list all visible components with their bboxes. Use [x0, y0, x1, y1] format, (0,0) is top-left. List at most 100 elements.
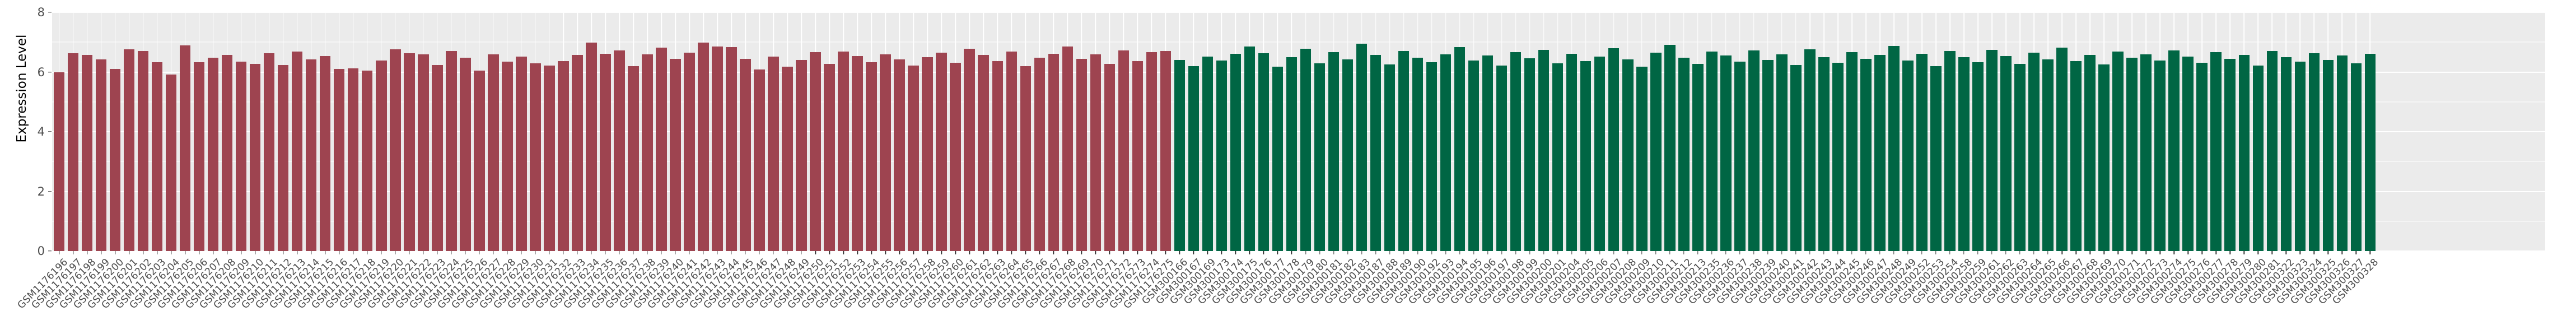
bar	[2350, 63, 2362, 251]
x-tick-mark	[1277, 251, 1278, 254]
bar	[1538, 50, 1550, 251]
x-tick-mark	[1137, 251, 1138, 254]
x-tick-mark	[1459, 251, 1460, 254]
bar	[488, 54, 499, 251]
x-tick-mark	[1025, 251, 1026, 254]
bar	[2266, 51, 2278, 251]
bar	[390, 49, 401, 251]
bar	[446, 50, 457, 251]
bar	[992, 61, 1003, 251]
x-tick-mark	[1683, 251, 1684, 254]
y-tick-label: 2	[37, 184, 45, 198]
bar	[1944, 51, 1956, 251]
y-tick-label: 6	[37, 65, 45, 79]
bar	[1762, 59, 1774, 251]
bar	[516, 56, 527, 251]
x-tick-mark	[1865, 251, 1866, 254]
bar	[109, 69, 121, 251]
bar	[1748, 50, 1760, 251]
bar	[614, 50, 625, 251]
x-tick-mark	[1851, 251, 1852, 254]
x-tick-mark	[2019, 251, 2020, 254]
bar	[1020, 66, 1032, 251]
x-tick-mark	[1557, 251, 1558, 254]
x-tick-mark	[1711, 251, 1712, 254]
bar	[1860, 58, 1872, 251]
bar	[2084, 55, 2096, 251]
x-tick-mark	[955, 251, 956, 254]
bar	[2182, 56, 2194, 251]
y-axis-tick-labels: 0 2 4 6 8	[26, 0, 45, 325]
bar	[1286, 57, 1298, 251]
bar	[1090, 54, 1102, 251]
bar	[1902, 61, 1914, 251]
x-tick-mark	[1543, 251, 1544, 254]
x-tick-mark	[1389, 251, 1390, 254]
bar	[1650, 53, 1662, 251]
bar	[1972, 62, 1984, 251]
bar	[151, 62, 163, 251]
x-tick-mark	[1221, 251, 1222, 254]
bar	[1384, 64, 1396, 251]
bar	[922, 57, 933, 251]
bar	[1510, 52, 1522, 251]
x-tick-mark	[1151, 251, 1152, 254]
bar	[123, 49, 135, 251]
bar	[2042, 59, 2054, 251]
x-tick-mark	[997, 251, 998, 254]
x-tick-mark	[1879, 251, 1880, 254]
x-tick-mark	[983, 251, 984, 254]
bar	[1370, 54, 1382, 251]
bar	[1398, 50, 1410, 251]
bar	[698, 43, 709, 251]
x-tick-mark	[1319, 251, 1320, 254]
x-tick-mark	[1935, 251, 1936, 254]
bar	[1258, 53, 1270, 251]
bar	[319, 56, 331, 251]
bar	[1776, 54, 1788, 251]
bar	[2014, 63, 2026, 251]
bar	[740, 59, 751, 251]
x-tick-mark	[1361, 251, 1362, 254]
bar	[376, 60, 387, 251]
x-tick-mark	[2061, 251, 2062, 254]
x-tick-mark	[2075, 251, 2076, 254]
gridline-horizontal-minor	[52, 161, 2545, 162]
bar	[726, 47, 737, 251]
y-tick-label: 4	[37, 125, 45, 138]
x-tick-mark	[1725, 251, 1726, 254]
bar	[1608, 48, 1620, 251]
bar	[1986, 49, 1998, 251]
bar	[1916, 53, 1928, 251]
bar	[768, 57, 779, 251]
x-tick-mark	[1515, 251, 1516, 254]
gridline-horizontal-major	[52, 12, 2545, 13]
x-tick-mark	[2159, 251, 2160, 254]
bar	[1426, 62, 1438, 251]
bar	[1818, 57, 1830, 251]
bar	[2000, 55, 2012, 251]
bar	[1580, 61, 1592, 251]
bar	[1692, 64, 1704, 251]
bar	[754, 69, 765, 251]
bar	[824, 63, 835, 251]
bar	[474, 70, 485, 251]
bar	[263, 53, 275, 251]
bar	[1440, 54, 1452, 251]
bar	[1846, 52, 1858, 251]
bar	[894, 59, 905, 251]
bar	[502, 61, 513, 251]
bar	[2028, 53, 2040, 251]
y-tick-label: 8	[37, 6, 45, 19]
bar	[2308, 53, 2320, 251]
bar	[964, 48, 975, 251]
bar	[852, 55, 863, 251]
x-tick-mark	[1977, 251, 1978, 254]
bar	[1594, 56, 1606, 251]
bar	[2168, 50, 2180, 251]
x-tick-mark	[1431, 251, 1432, 254]
x-tick-mark	[1823, 251, 1824, 254]
bar	[1006, 51, 1017, 251]
bar	[1328, 52, 1340, 251]
bar	[1468, 60, 1480, 251]
